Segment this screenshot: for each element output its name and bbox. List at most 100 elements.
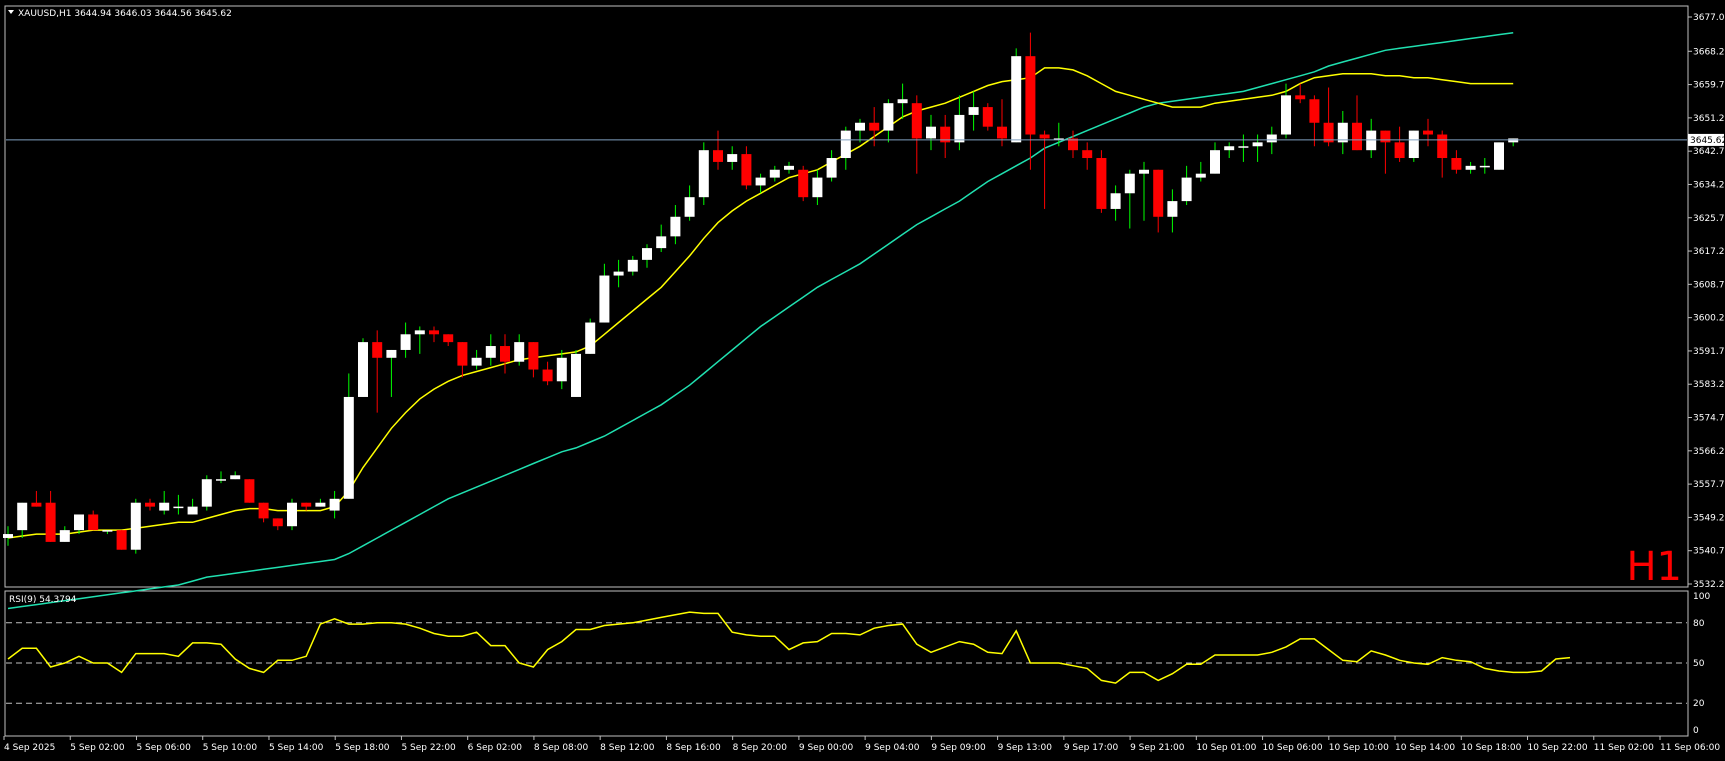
candle[interactable] [1110, 185, 1121, 221]
candle[interactable] [698, 142, 709, 206]
candle[interactable] [187, 498, 198, 515]
candle[interactable] [45, 490, 56, 542]
candle[interactable] [329, 490, 340, 519]
candle[interactable] [1479, 158, 1490, 174]
candle[interactable] [258, 502, 269, 523]
candle[interactable] [798, 165, 809, 202]
candle[interactable] [159, 490, 170, 515]
candle[interactable] [1408, 130, 1419, 162]
candle[interactable] [897, 83, 908, 119]
candle[interactable] [358, 338, 368, 397]
candle[interactable] [372, 330, 383, 413]
candle[interactable] [1352, 95, 1362, 151]
candle[interactable] [1082, 142, 1093, 170]
candle[interactable] [656, 224, 667, 253]
candle[interactable] [230, 471, 241, 480]
candle[interactable] [1053, 122, 1064, 147]
candle[interactable] [769, 165, 780, 182]
candle[interactable] [272, 518, 283, 531]
candle[interactable] [571, 349, 581, 397]
candle[interactable] [1181, 165, 1192, 206]
candle[interactable] [982, 103, 993, 131]
candle[interactable] [386, 349, 397, 397]
candle[interactable] [343, 373, 354, 499]
candle[interactable] [812, 169, 823, 206]
candle[interactable] [954, 95, 965, 151]
candle[interactable] [102, 530, 113, 535]
candle[interactable] [613, 259, 624, 288]
candle[interactable] [145, 498, 155, 511]
candle[interactable] [670, 205, 681, 245]
candle[interactable] [1295, 83, 1306, 104]
candle[interactable] [1380, 130, 1391, 174]
candle[interactable] [556, 349, 567, 390]
candle[interactable] [1494, 142, 1504, 170]
candle[interactable] [201, 475, 212, 511]
candle[interactable] [1096, 150, 1107, 213]
candle[interactable] [1011, 48, 1022, 143]
price-axis[interactable]: 3677.00 3668.25 3659.75 3651.25 3642.75 3634.… [1688, 13, 1725, 590]
candle[interactable] [727, 146, 738, 170]
candle[interactable] [528, 342, 539, 378]
candle[interactable] [755, 173, 766, 194]
candle[interactable] [1224, 142, 1235, 159]
candle[interactable] [1025, 32, 1036, 170]
candle[interactable] [1423, 118, 1433, 147]
candle[interactable] [485, 334, 496, 366]
candle[interactable] [840, 126, 851, 170]
candle[interactable] [1337, 111, 1348, 155]
candle[interactable] [59, 526, 70, 542]
candle[interactable] [429, 326, 439, 343]
candle[interactable] [940, 114, 951, 159]
candle[interactable] [116, 530, 127, 550]
candle[interactable] [457, 342, 468, 378]
candle[interactable] [130, 498, 141, 554]
candle[interactable] [1451, 150, 1462, 174]
candle[interactable] [784, 161, 794, 174]
candle[interactable] [1210, 142, 1220, 174]
candle[interactable] [1153, 169, 1164, 233]
candle[interactable] [599, 263, 610, 323]
candle[interactable] [1068, 130, 1078, 159]
candle[interactable] [74, 514, 84, 535]
candlestick-series[interactable] [3, 32, 1519, 554]
candle[interactable] [400, 322, 411, 358]
candle[interactable] [1323, 87, 1334, 147]
chart-menu-triangle-icon[interactable] [8, 10, 14, 14]
candle[interactable] [926, 114, 936, 151]
candle[interactable] [514, 334, 525, 366]
candle[interactable] [684, 185, 695, 221]
candle[interactable] [883, 99, 894, 143]
candle[interactable] [1195, 161, 1206, 182]
candle[interactable] [173, 494, 184, 515]
candle[interactable] [500, 334, 510, 374]
candle[interactable] [1238, 134, 1249, 162]
candle[interactable] [301, 502, 312, 511]
candle[interactable] [1366, 118, 1377, 159]
candle[interactable] [1252, 134, 1263, 162]
candle[interactable] [1124, 169, 1135, 229]
candle[interactable] [315, 498, 326, 507]
candle[interactable] [997, 99, 1007, 147]
candle[interactable] [642, 244, 652, 268]
time-axis[interactable]: 4 Sep 2025 5 Sep 02:00 5 Sep 06:00 5 Sep 10… [3, 736, 1720, 753]
candle[interactable] [1039, 130, 1050, 209]
candle[interactable] [88, 510, 99, 531]
candle[interactable] [1139, 161, 1149, 221]
candle[interactable] [855, 118, 865, 143]
candle[interactable] [585, 318, 596, 354]
candle[interactable] [627, 255, 638, 276]
candle[interactable] [244, 479, 255, 503]
candle[interactable] [31, 490, 42, 507]
candle[interactable] [443, 334, 454, 347]
candle[interactable] [1167, 189, 1178, 233]
candle[interactable] [826, 150, 837, 182]
candle[interactable] [741, 146, 752, 190]
candle[interactable] [1465, 161, 1476, 174]
candle[interactable] [911, 95, 922, 174]
candle[interactable] [1281, 83, 1291, 139]
candle[interactable] [287, 498, 297, 531]
candle[interactable] [968, 91, 979, 131]
